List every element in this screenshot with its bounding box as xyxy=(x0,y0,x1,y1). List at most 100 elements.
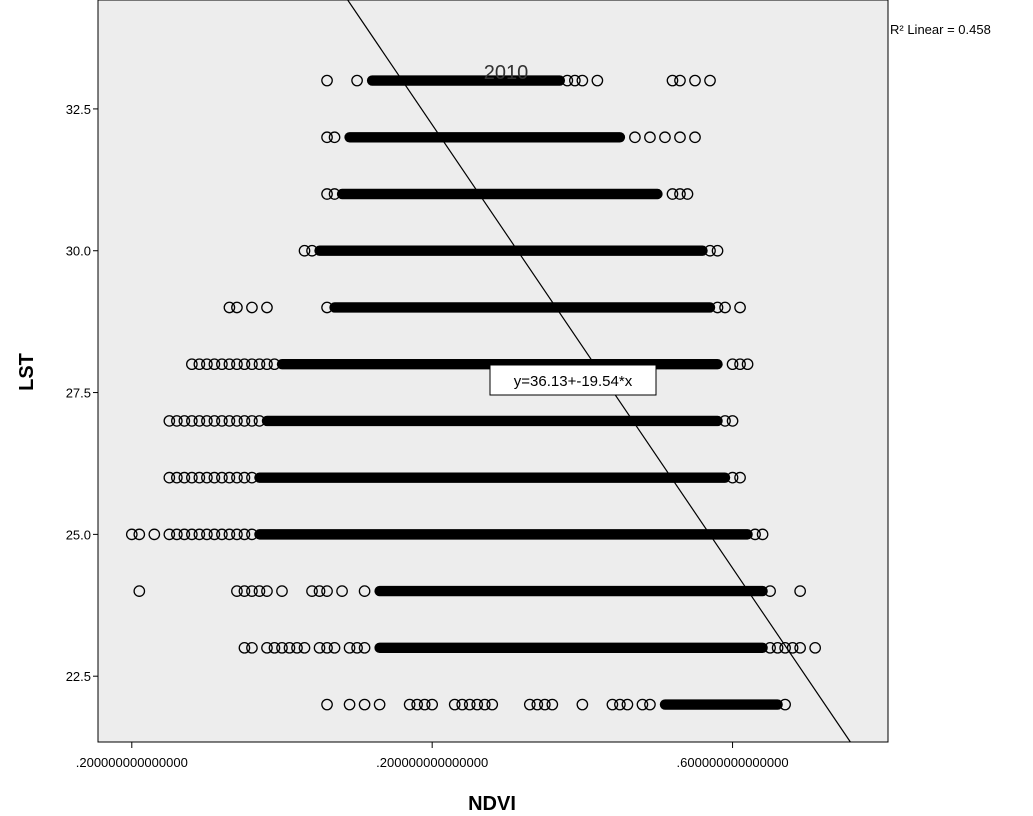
data-point xyxy=(223,415,236,427)
y-tick-label: 22.5 xyxy=(66,669,91,684)
data-point xyxy=(719,301,731,314)
data-point xyxy=(794,641,806,654)
data-point xyxy=(231,415,243,427)
data-point xyxy=(351,74,363,87)
point-row xyxy=(298,244,724,257)
data-point xyxy=(313,585,326,597)
data-point xyxy=(674,131,686,144)
y-tick-label: 27.5 xyxy=(66,386,91,401)
data-point xyxy=(238,415,251,427)
point-row xyxy=(186,358,754,371)
axes: 22.5 25.0 27.5 30.0 32.5 .200000000000000 .200… xyxy=(66,102,789,770)
data-point xyxy=(328,641,341,654)
data-point xyxy=(523,698,536,711)
data-point xyxy=(246,641,258,654)
data-point xyxy=(306,244,318,257)
data-point xyxy=(208,471,221,484)
data-point xyxy=(268,641,281,654)
data-point xyxy=(741,358,754,371)
data-point xyxy=(734,358,746,371)
data-point xyxy=(636,698,649,711)
data-point xyxy=(193,358,206,371)
data-point xyxy=(343,641,356,654)
data-point xyxy=(644,698,656,711)
scatter-points xyxy=(125,0,851,743)
data-point xyxy=(216,528,228,541)
point-row xyxy=(321,698,791,711)
data-point xyxy=(186,358,198,371)
data-point xyxy=(531,698,544,711)
data-point xyxy=(606,698,619,711)
data-point xyxy=(591,74,604,87)
data-point xyxy=(163,415,176,427)
y-tick-label: 30.0 xyxy=(66,244,91,259)
point-row xyxy=(163,471,746,484)
data-point xyxy=(711,244,724,257)
y-tick-label: 32.5 xyxy=(66,102,91,117)
data-point xyxy=(764,585,776,597)
data-point xyxy=(328,131,341,144)
y-axis-title: LST xyxy=(16,353,38,391)
data-point xyxy=(133,585,146,597)
data-point xyxy=(261,585,273,597)
chart-title: 2010 xyxy=(484,62,529,84)
data-point xyxy=(216,415,228,427)
data-point xyxy=(674,188,686,200)
data-point xyxy=(246,585,258,597)
data-point xyxy=(629,131,641,144)
data-point xyxy=(321,131,333,144)
data-point xyxy=(321,698,333,711)
data-point xyxy=(170,415,183,427)
data-point xyxy=(193,415,206,427)
data-point xyxy=(238,471,251,484)
data-point xyxy=(283,641,296,654)
point-row xyxy=(321,131,701,144)
data-point xyxy=(238,528,251,541)
data-point xyxy=(313,641,326,654)
r-squared-label: R² Linear = 0.458 xyxy=(890,22,991,37)
data-point xyxy=(358,585,371,597)
data-point xyxy=(231,358,243,371)
data-point xyxy=(253,585,266,597)
data-point xyxy=(711,301,724,314)
data-point xyxy=(321,74,333,87)
data-point xyxy=(268,358,281,371)
data-point xyxy=(681,188,694,200)
data-point xyxy=(538,698,551,711)
data-point xyxy=(163,471,176,484)
data-point xyxy=(261,301,273,314)
data-point xyxy=(463,698,476,711)
data-point xyxy=(749,528,761,541)
data-point xyxy=(133,528,146,541)
dense-point-band xyxy=(329,302,716,313)
data-point xyxy=(666,188,679,200)
data-point xyxy=(373,698,386,711)
data-point xyxy=(170,471,183,484)
dense-point-band xyxy=(254,472,731,483)
dense-point-band xyxy=(374,585,768,597)
data-point xyxy=(170,528,183,541)
data-point xyxy=(238,358,251,371)
data-point xyxy=(231,528,243,541)
point-row xyxy=(321,188,694,200)
data-point xyxy=(163,528,176,541)
data-point xyxy=(689,131,701,144)
data-point xyxy=(411,698,424,711)
data-point xyxy=(771,641,784,654)
data-point xyxy=(659,131,671,144)
dense-point-band xyxy=(344,132,626,143)
data-point xyxy=(779,641,791,654)
data-point xyxy=(666,74,679,87)
data-point xyxy=(201,415,213,427)
data-point xyxy=(201,471,213,484)
point-row xyxy=(163,415,739,427)
data-point xyxy=(261,641,273,654)
dense-point-band xyxy=(314,245,708,256)
data-point xyxy=(576,698,589,711)
data-point xyxy=(178,415,191,427)
data-point xyxy=(178,471,191,484)
y-tick-label: 25.0 xyxy=(66,527,91,542)
data-point xyxy=(756,528,769,541)
point-row xyxy=(125,528,769,541)
data-point xyxy=(306,585,318,597)
